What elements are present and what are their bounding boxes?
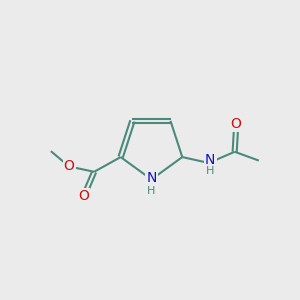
Text: O: O [78, 189, 89, 203]
Text: H: H [206, 166, 214, 176]
Text: N: N [205, 153, 215, 167]
Text: O: O [231, 117, 242, 131]
Text: O: O [64, 160, 75, 173]
Text: H: H [147, 186, 156, 196]
Text: N: N [146, 171, 157, 185]
